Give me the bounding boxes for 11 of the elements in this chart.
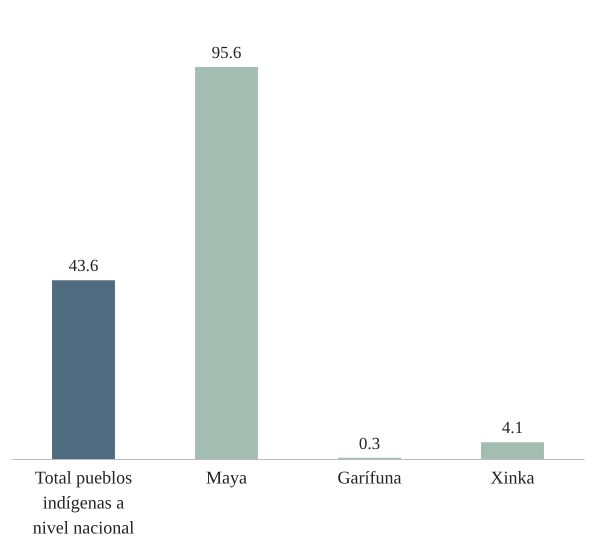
bar xyxy=(195,67,258,459)
data-label: 95.6 xyxy=(212,43,242,62)
x-tick-label: Garífuna xyxy=(338,468,402,488)
data-label: 43.6 xyxy=(68,256,98,276)
data-label: 0.3 xyxy=(358,434,380,453)
data-label: 4.1 xyxy=(502,418,524,438)
x-tick-label: Xinka xyxy=(490,468,534,488)
bar xyxy=(481,442,544,459)
x-tick-label: Total pueblos indígenas a nivel nacional xyxy=(32,468,134,538)
x-tick-label: Maya xyxy=(206,468,247,488)
bar xyxy=(52,280,115,459)
